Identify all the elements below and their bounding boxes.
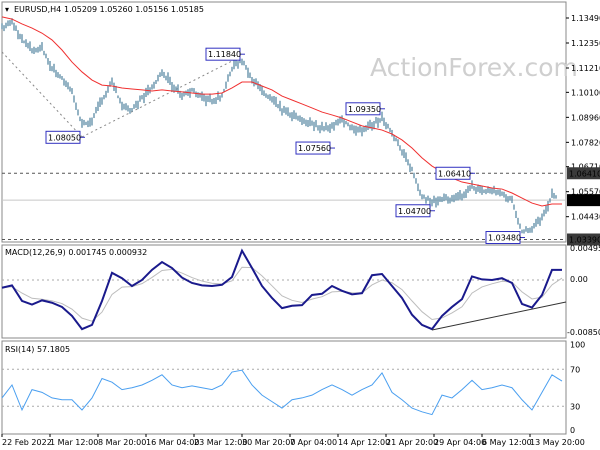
x-tick-label: 21 Apr 20:00 bbox=[386, 438, 438, 447]
x-tick-label: 29 Apr 04:00 bbox=[434, 438, 486, 447]
level-tag-label: 1.05185 bbox=[569, 196, 600, 205]
y-tick-label: 1.04430 bbox=[571, 213, 600, 222]
rsi-panel bbox=[1, 340, 567, 435]
macd-label: MACD(12,26,9) 0.001745 0.000932 bbox=[5, 248, 147, 257]
x-tick-label: 23 Mar 12:00 bbox=[194, 438, 247, 447]
annotation-box bbox=[435, 166, 471, 180]
annotation-box bbox=[295, 141, 331, 155]
annotation-label: 1.03480 bbox=[488, 234, 521, 243]
annotation-box bbox=[485, 231, 521, 245]
annotation-label: 1.09350 bbox=[348, 105, 381, 114]
ohlc-readout: 1.05209 1.05260 1.05156 1.05185 bbox=[64, 5, 204, 14]
y-tick-label: 1.11210 bbox=[571, 64, 600, 73]
annotation-box bbox=[205, 47, 241, 61]
x-tick-label: 16 Mar 04:00 bbox=[146, 438, 199, 447]
collapse-arrow-icon[interactable]: ▾ bbox=[5, 5, 9, 14]
annotation-label: 1.11840 bbox=[208, 50, 241, 59]
macd-tick-label: 0.004956 bbox=[570, 244, 600, 253]
x-tick-label: 1 Mar 12:00 bbox=[50, 438, 98, 447]
symbol-label: EURUSD,H4 bbox=[14, 5, 61, 14]
y-tick-label: 1.13490 bbox=[571, 14, 600, 23]
x-tick-label: 6 May 12:00 bbox=[482, 438, 532, 447]
moving-average-line bbox=[1, 16, 562, 207]
rsi-name: RSI(14) bbox=[5, 345, 34, 354]
annotation-label: 1.07560 bbox=[298, 144, 331, 153]
macd-tick-label: 0.00 bbox=[570, 275, 588, 284]
level-tag bbox=[567, 233, 600, 246]
x-tick-label: 30 Mar 20:00 bbox=[242, 438, 295, 447]
price-panel bbox=[1, 1, 567, 243]
macd-trendline bbox=[431, 301, 567, 331]
macd-line bbox=[1, 248, 562, 331]
x-tick-label: 7 Apr 04:00 bbox=[290, 438, 337, 447]
y-tick-label: 1.06710 bbox=[571, 163, 600, 172]
level-tag bbox=[567, 194, 600, 207]
rsi-tick-label: 100 bbox=[570, 341, 585, 350]
level-tag bbox=[567, 167, 600, 180]
x-tick-label: 13 May 20:00 bbox=[530, 438, 585, 447]
macd-signal-line bbox=[1, 266, 563, 322]
rsi-tick-label: 70 bbox=[570, 365, 580, 374]
level-tag-label: 1.06410 bbox=[569, 169, 600, 178]
watermark: ActionForex.com bbox=[370, 53, 578, 82]
annotation-label: 1.06410 bbox=[438, 169, 471, 178]
rsi-tick-label: 0 bbox=[570, 426, 575, 435]
y-tick-label: 1.10100 bbox=[571, 88, 600, 97]
y-tick-label: 1.08960 bbox=[571, 113, 600, 122]
x-tick-label: 22 Feb 2022 bbox=[2, 438, 52, 447]
y-tick-label: 1.07820 bbox=[571, 138, 600, 147]
trendline-down bbox=[1, 51, 83, 138]
y-tick-label: 1.12350 bbox=[571, 39, 600, 48]
annotation-label: 1.04700 bbox=[398, 207, 431, 216]
y-tick-label: 1.05570 bbox=[571, 188, 600, 197]
macd-name: MACD(12,26,9) bbox=[5, 248, 66, 257]
rsi-values: 57.1805 bbox=[37, 345, 70, 354]
x-tick-label: 8 Mar 20:00 bbox=[98, 438, 146, 447]
level-tag-label: 1.03390 bbox=[569, 235, 600, 244]
macd-panel bbox=[1, 244, 567, 339]
annotation-box bbox=[395, 204, 431, 218]
rsi-line bbox=[1, 369, 563, 416]
annotation-label: 1.08050 bbox=[48, 133, 81, 142]
rsi-tick-label: 30 bbox=[570, 402, 580, 411]
x-tick-label: 14 Apr 12:00 bbox=[338, 438, 390, 447]
macd-tick-label: -0.008501 bbox=[567, 328, 600, 337]
rsi-label: RSI(14) 57.1805 bbox=[5, 345, 70, 354]
annotation-box bbox=[45, 130, 81, 144]
annotation-box bbox=[345, 102, 381, 116]
macd-values: 0.001745 0.000932 bbox=[68, 248, 147, 257]
